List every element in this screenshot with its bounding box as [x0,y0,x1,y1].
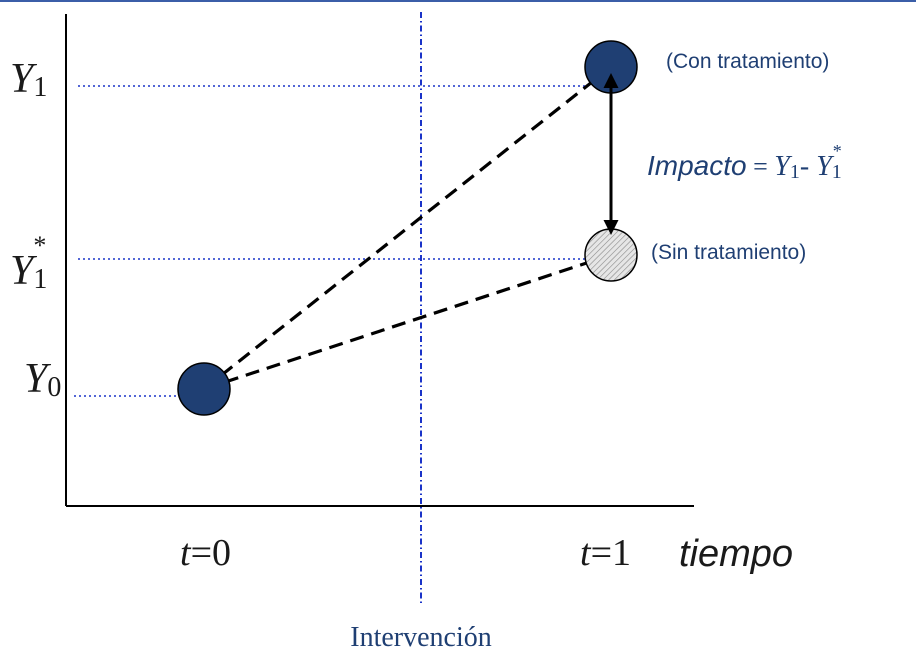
point-y0 [177,362,231,416]
y1-star-label: Y1* [10,231,47,295]
point-without-treatment [584,228,638,282]
trajectory-with-treatment [203,65,612,391]
top-border [0,0,916,2]
t0-label: t=0 [180,532,231,574]
y0-label: Y0 [24,356,61,403]
with-treatment-label: (Con tratamiento) [666,50,829,73]
impact-formula: Impacto = Y1- Y1* [647,141,842,183]
t1-label: t=1 [580,532,631,574]
y1-label: Y1 [10,56,47,103]
intervention-label: Intervención [350,622,492,653]
trajectory-without-treatment [203,253,612,391]
time-axis-label: tiempo [679,533,793,575]
without-treatment-label: (Sin tratamiento) [651,241,806,264]
